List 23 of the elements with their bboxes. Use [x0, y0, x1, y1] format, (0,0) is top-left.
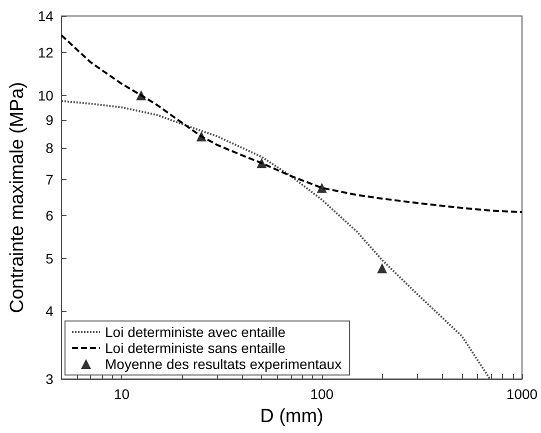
y-tick-label: 9	[46, 112, 54, 128]
legend-label: Loi deterministe avec entaille	[105, 324, 286, 340]
legend-label: Moyenne des resultats experimentaux	[105, 356, 342, 372]
y-tick-label: 10	[38, 87, 54, 104]
point	[377, 263, 388, 274]
x-tick-label: 10	[114, 386, 130, 402]
y-tick-label: 3	[46, 371, 54, 387]
y-tick-label: 12	[38, 44, 54, 60]
point	[256, 158, 267, 168]
x-axis-title: D (mm)	[260, 406, 324, 427]
x-tick-label: 1000	[506, 386, 538, 402]
legend-label: Loi deterministe sans entaille	[105, 340, 286, 356]
y-tick-label: 14	[38, 8, 54, 24]
y-axis-title: Contrainte maximale (MPa)	[7, 82, 28, 314]
point	[316, 182, 327, 193]
y-tick-label: 4	[46, 303, 54, 320]
point	[196, 131, 206, 142]
y-tick-label: 6	[46, 208, 54, 224]
point	[136, 90, 146, 100]
y-tick-label: 7	[46, 171, 54, 188]
y-tick-label: 5	[46, 250, 54, 267]
y-tick-label: 8	[46, 140, 54, 156]
x-tick-label: 100	[310, 386, 334, 402]
